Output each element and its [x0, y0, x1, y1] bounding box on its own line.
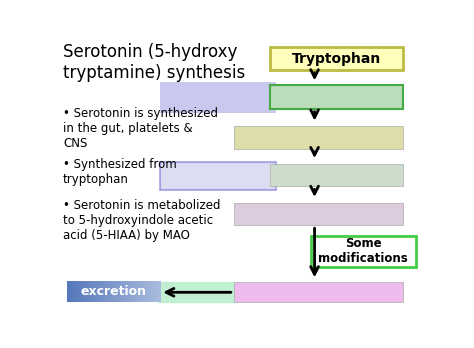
Text: Some
modifications: Some modifications	[319, 237, 408, 266]
FancyBboxPatch shape	[158, 282, 236, 302]
Text: Tryptophan: Tryptophan	[292, 52, 381, 65]
FancyBboxPatch shape	[160, 162, 276, 190]
Text: Serotonin (5-hydroxy
tryptamine) synthesis: Serotonin (5-hydroxy tryptamine) synthes…	[63, 43, 245, 82]
FancyBboxPatch shape	[311, 236, 416, 267]
Text: • Serotonin is metabolized
to 5-hydroxyindole acetic
acid (5-HIAA) by MAO: • Serotonin is metabolized to 5-hydroxyi…	[63, 198, 220, 242]
FancyBboxPatch shape	[234, 282, 403, 302]
Text: excretion: excretion	[81, 285, 146, 298]
FancyBboxPatch shape	[160, 82, 276, 113]
FancyBboxPatch shape	[271, 85, 403, 109]
FancyBboxPatch shape	[271, 47, 403, 70]
Text: • Synthesized from
tryptophan: • Synthesized from tryptophan	[63, 158, 177, 186]
FancyBboxPatch shape	[271, 164, 403, 187]
FancyBboxPatch shape	[234, 203, 403, 225]
Text: • Serotonin is synthesized
in the gut, platelets &
CNS: • Serotonin is synthesized in the gut, p…	[63, 108, 218, 150]
FancyBboxPatch shape	[234, 126, 403, 149]
